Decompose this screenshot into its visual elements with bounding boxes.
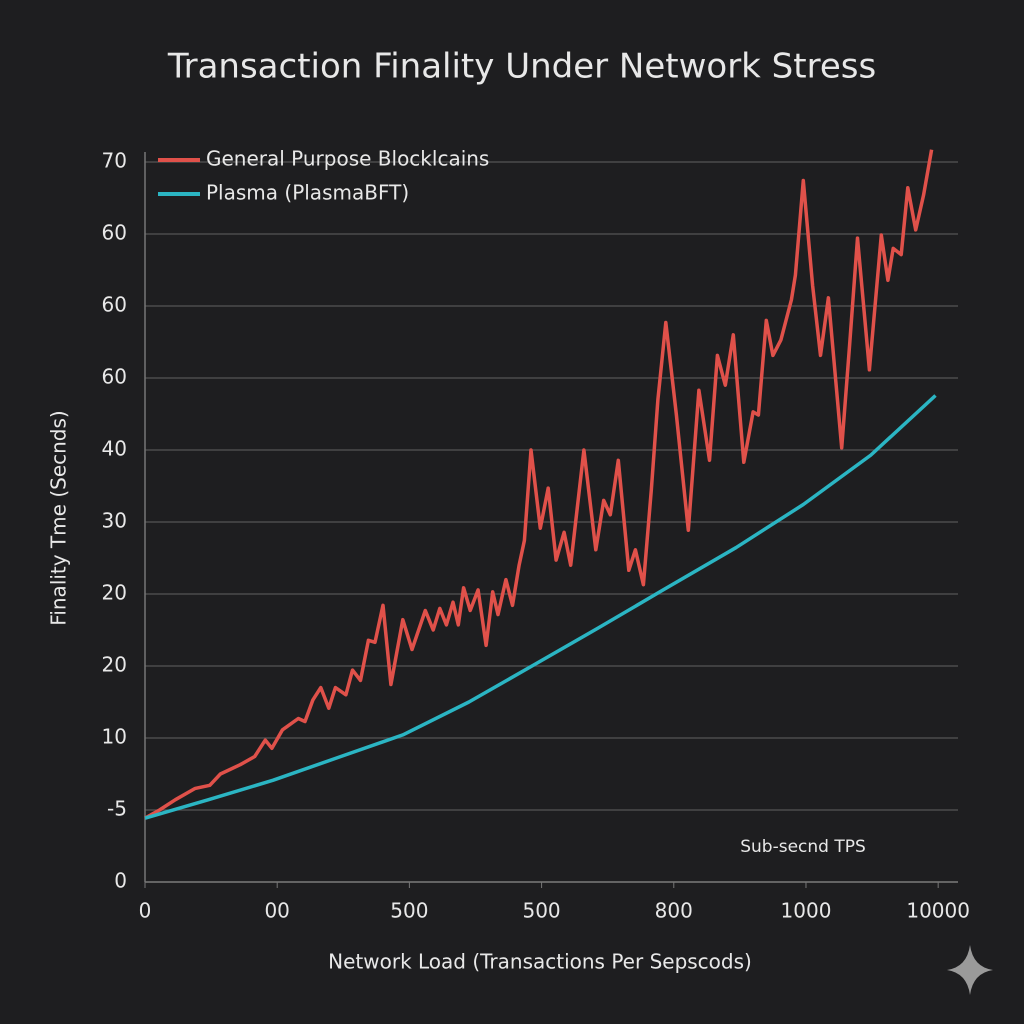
y-tick-label: 40 (102, 437, 127, 461)
legend-label: Plasma (PlasmaBFT) (206, 181, 409, 205)
chart-title: Transaction Finality Under Network Stres… (167, 47, 876, 87)
x-tick-label: 1000 (781, 899, 832, 923)
y-tick-label: -5 (107, 797, 127, 821)
y-tick-label: 60 (102, 293, 127, 317)
y-tick-label: 20 (102, 581, 127, 605)
y-tick-label: 20 (102, 653, 127, 677)
annotation: Sub-secnd TPS (740, 837, 866, 857)
x-axis-label: Network Load (Transactions Per Sepscods) (328, 950, 752, 974)
x-tick-label: 0 (139, 899, 152, 923)
x-tick-label: 500 (390, 899, 428, 923)
y-tick-label: 30 (102, 509, 127, 533)
y-axis-label: Finality Tme (Secnds) (47, 410, 71, 625)
legend-label: General Purpose Blocklcains (206, 147, 489, 171)
y-tick-label: 60 (102, 365, 127, 389)
sparkle-icon (947, 945, 993, 995)
y-tick-label: 60 (102, 221, 127, 245)
y-tick-label: 70 (102, 149, 127, 173)
series-line (144, 394, 937, 820)
y-tick-label: 0 (114, 869, 127, 893)
y-tick-label: 10 (102, 725, 127, 749)
series-line (144, 149, 934, 820)
x-tick-label: 800 (655, 899, 693, 923)
x-tick-label: 10000 (906, 899, 970, 923)
x-tick-label: 500 (522, 899, 560, 923)
x-tick-label: 00 (264, 899, 289, 923)
